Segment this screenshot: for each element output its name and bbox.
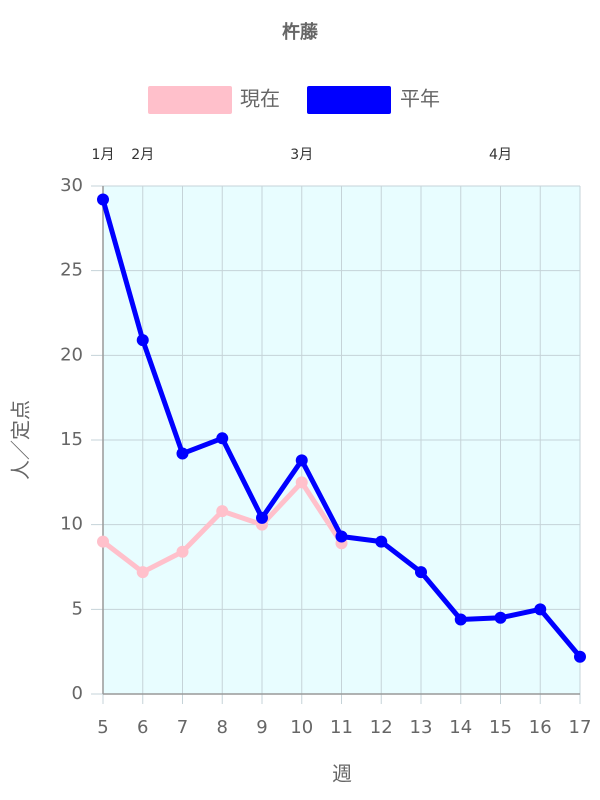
legend-swatch (307, 86, 391, 114)
data-point (97, 193, 109, 206)
x-tick-label: 12 (370, 717, 393, 738)
data-point (176, 447, 189, 460)
x-tick-label: 13 (410, 717, 433, 738)
x-tick-label: 17 (569, 717, 592, 738)
x-tick-label: 14 (449, 717, 472, 738)
month-label: 3月 (290, 147, 313, 163)
data-point (97, 535, 109, 548)
data-point (375, 535, 388, 548)
x-tick-label: 10 (290, 717, 313, 738)
x-tick-label: 16 (529, 717, 552, 738)
y-tick-label: 0 (72, 683, 83, 704)
data-point (295, 454, 308, 467)
y-tick-label: 25 (60, 260, 83, 281)
y-tick-label: 10 (60, 514, 83, 535)
y-tick-label: 30 (60, 175, 83, 196)
data-point (534, 603, 547, 616)
legend-label: 平年 (400, 87, 440, 111)
data-point (335, 530, 348, 543)
month-label: 4月 (489, 147, 512, 163)
month-label: 2月 (131, 147, 154, 163)
x-tick-label: 6 (137, 717, 148, 738)
chart-title: 杵藤 (282, 21, 319, 43)
x-tick-label: 11 (330, 717, 353, 738)
data-point (136, 566, 149, 579)
x-tick-label: 5 (97, 717, 108, 738)
x-tick-label: 9 (256, 717, 267, 738)
data-point (216, 432, 229, 445)
legend-label: 現在 (240, 87, 280, 111)
data-point (216, 505, 229, 518)
legend-swatch (148, 86, 232, 114)
data-point (494, 611, 507, 624)
data-point (176, 545, 189, 558)
y-tick-label: 15 (60, 429, 83, 450)
data-point (574, 650, 586, 663)
data-point (256, 511, 268, 524)
x-axis-label: 週 (332, 762, 352, 786)
x-tick-label: 15 (489, 717, 512, 738)
data-point (454, 613, 467, 626)
y-tick-label: 20 (60, 344, 83, 365)
x-tick-label: 8 (217, 717, 228, 738)
x-tick-label: 7 (177, 717, 188, 738)
data-point (136, 334, 149, 347)
month-label: 1月 (92, 147, 115, 163)
data-point (415, 566, 427, 579)
y-axis-label: 人／定点 (9, 400, 33, 480)
y-tick-label: 5 (72, 598, 83, 619)
data-point (295, 476, 308, 489)
